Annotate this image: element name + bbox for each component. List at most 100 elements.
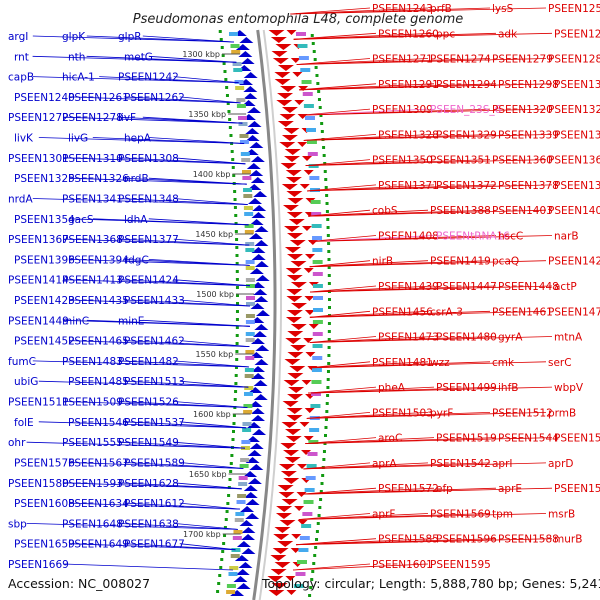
left-gene-label: PSEEN1580 [8, 478, 69, 490]
reverse-feature [290, 303, 307, 309]
track-dot [312, 50, 316, 53]
right-gene-label: PSEEN1260 [378, 28, 439, 40]
right-gene-label: PSEEN1266 [554, 28, 600, 40]
annotation-block [226, 584, 236, 588]
reverse-feature [302, 156, 313, 161]
annotation-block [297, 44, 308, 48]
left-gene-label: PSEEN1638 [118, 518, 179, 530]
left-leader-line [117, 238, 250, 246]
left-gene-label: metG [124, 51, 153, 63]
annotation-block [243, 392, 253, 396]
reverse-feature [285, 170, 302, 176]
track-dot [326, 218, 330, 221]
track-dot [322, 450, 326, 453]
right-leader-line [309, 310, 547, 318]
left-leader-line [173, 198, 248, 205]
track-dot [232, 414, 236, 417]
right-gene-label: PSEEN1327 [548, 104, 600, 116]
right-gene-label: PSEEN1252 [548, 3, 600, 15]
track-dot [225, 94, 229, 97]
left-gene-label: rdgC [124, 254, 149, 266]
track-dot [317, 514, 321, 517]
reverse-feature [278, 492, 295, 498]
left-gene-label: PSEEN1513 [124, 376, 185, 388]
reverse-feature [280, 443, 297, 449]
right-gene-label: PSEEN1585 [378, 534, 439, 546]
annotation-block [244, 374, 254, 378]
reverse-feature [289, 240, 306, 246]
right-gene-label: PSEEN1271 [372, 54, 433, 66]
left-gene-label: PSEEN1242 [118, 72, 179, 84]
reverse-feature [283, 226, 300, 232]
right-gene-label: msrB [548, 508, 575, 520]
left-gene-label: PSEEN1537 [124, 417, 185, 429]
left-leader-line [117, 157, 246, 165]
left-leader-lines [26, 35, 251, 571]
right-leader-line [301, 108, 371, 116]
reverse-feature [286, 310, 303, 316]
track-dot [317, 90, 321, 93]
forward-feature [254, 324, 269, 330]
right-leader-line [296, 538, 553, 546]
track-dot [327, 250, 331, 253]
left-leader-line [179, 462, 244, 469]
left-gene-label: PSEEN1240 [14, 92, 75, 104]
reverse-feature [294, 506, 305, 511]
left-leader-line [123, 380, 249, 388]
left-leader-line [179, 502, 240, 510]
annotation-block [308, 440, 319, 444]
forward-feature [236, 583, 251, 589]
right-gene-label: PSEEN1379 [554, 180, 600, 192]
annotation-block [312, 236, 323, 240]
right-gene-label: PSEEN1274 [430, 54, 491, 66]
right-gene-label: cmk [492, 357, 515, 369]
right-gene-label: PSEEN1351 [430, 155, 491, 167]
annotation-block [311, 224, 322, 228]
track-dot [327, 306, 331, 309]
left-gene-label: glpK [62, 31, 86, 43]
left-leader-line [123, 502, 240, 510]
track-dot [234, 382, 238, 385]
annotation-block [305, 128, 316, 132]
forward-feature [241, 534, 256, 540]
track-dot [233, 190, 237, 193]
left-leader-line [63, 157, 246, 165]
track-dot [229, 134, 233, 137]
right-gene-label: PSEEN1461 [492, 306, 553, 318]
right-gene-label: efp [436, 483, 453, 495]
forward-feature [248, 198, 263, 204]
track-dot [316, 82, 320, 85]
reverse-feature [276, 100, 293, 106]
annotation-block [245, 248, 255, 252]
forward-feature [254, 296, 269, 302]
track-dot [234, 374, 238, 377]
track-dot [231, 438, 235, 441]
reverse-feature [290, 324, 307, 330]
reverse-feature [283, 128, 300, 134]
left-gene-label: PSEEN1433 [124, 295, 185, 307]
reverse-feature [275, 513, 292, 519]
right-gene-label: PSEEN1471 [548, 306, 600, 318]
summary-text: Topology: circular; Length: 5,888,780 bp… [261, 576, 600, 591]
right-gene-label: gyrA [498, 332, 523, 344]
left-gene-label: PSEEN1628 [118, 478, 179, 490]
forward-feature [249, 464, 264, 470]
left-leader-line [179, 340, 250, 347]
right-leader-line [303, 134, 377, 141]
annotation-block [301, 524, 312, 528]
right-gene-label: PSEEN1503 [372, 407, 433, 419]
right-gene-label: nirB [372, 256, 393, 268]
right-gene-label: ihfB [498, 382, 518, 394]
reverse-feature [271, 583, 288, 589]
right-gene-label: PSEEN1481 [372, 357, 433, 369]
reverse-feature [288, 387, 305, 393]
reverse-feature [287, 394, 304, 400]
annotation-block [240, 458, 250, 462]
annotation-block [238, 122, 248, 126]
left-gene-label: PSEEN1576 [14, 457, 75, 469]
right-gene-label: lysS [492, 3, 514, 15]
right-leader-line [298, 513, 547, 520]
forward-feature [247, 422, 262, 428]
track-dot [231, 166, 235, 169]
